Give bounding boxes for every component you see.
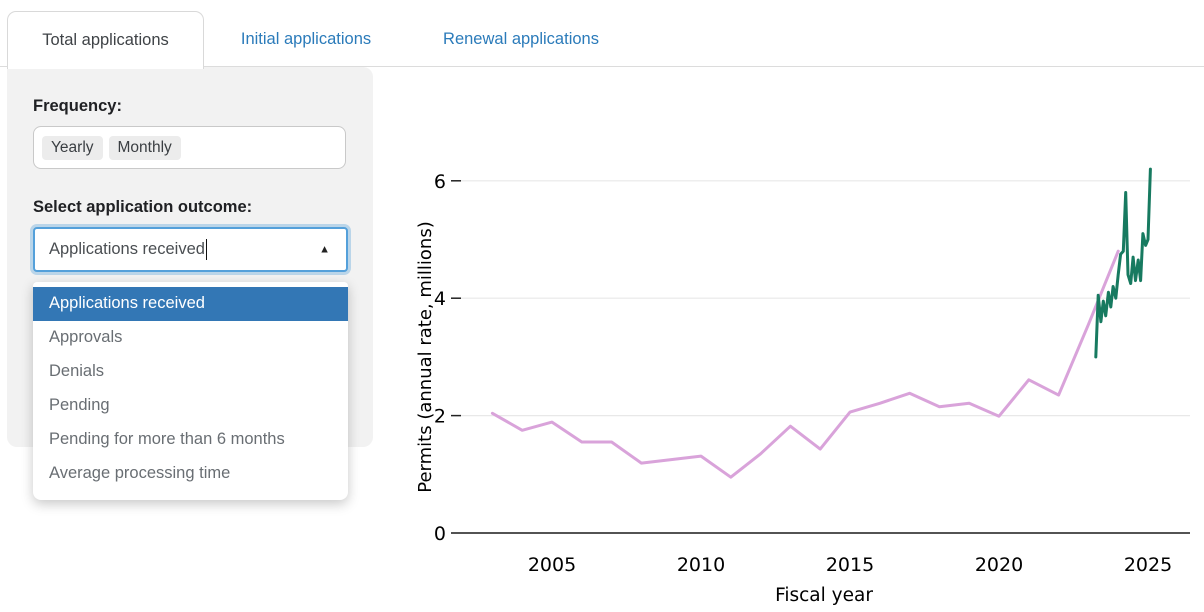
dropdown-option[interactable]: Approvals [49, 328, 123, 346]
frequency-option-monthly[interactable]: Monthly [108, 135, 181, 160]
combobox-value[interactable]: Applications received [49, 240, 205, 258]
dropdown-option[interactable]: Pending [49, 396, 110, 414]
text-cursor [205, 239, 208, 260]
monthly-line [1094, 167, 1152, 359]
outcome-combobox[interactable]: Applications received ▲ [33, 227, 348, 272]
y-tick-label: 0 [434, 523, 446, 545]
dropdown-option[interactable]: Average processing time [49, 464, 231, 482]
filter-panel: Frequency: Yearly Monthly Select applicat… [7, 67, 373, 500]
dropdown-option[interactable]: Applications received [33, 287, 348, 321]
x-tick-label: 2015 [826, 554, 874, 576]
frequency-selector[interactable]: Yearly Monthly [33, 126, 346, 169]
caret-up-icon[interactable]: ▲ [319, 243, 330, 256]
frequency-label: Frequency: [33, 97, 122, 115]
tab-total-applications[interactable]: Total applications [7, 11, 204, 69]
x-tick-label: 2025 [1124, 554, 1172, 576]
y-axis-label: Permits (annual rate, millions) [415, 221, 436, 492]
y-tick-label: 4 [434, 288, 446, 310]
x-axis-label: Fiscal year [775, 585, 873, 606]
outcome-label: Select application outcome: [33, 198, 253, 216]
dropdown-option[interactable]: Pending for more than 6 months [49, 430, 285, 448]
x-tick-label: 2020 [975, 554, 1023, 576]
dropdown-menu: Applications received Approvals Denials Pen… [33, 282, 348, 500]
tab-initial-applications[interactable]: Initial applications [240, 30, 372, 48]
yearly-line [490, 249, 1120, 479]
tab-renewal-applications[interactable]: Renewal applications [443, 30, 599, 48]
tab-bar-divider [0, 66, 1204, 67]
x-tick-label: 2010 [677, 554, 725, 576]
y-tick-label: 6 [434, 171, 446, 193]
x-tick-label: 2005 [528, 554, 576, 576]
frequency-option-yearly[interactable]: Yearly [42, 135, 103, 160]
y-tick-label: 2 [434, 406, 446, 428]
dropdown-option[interactable]: Denials [49, 362, 105, 380]
